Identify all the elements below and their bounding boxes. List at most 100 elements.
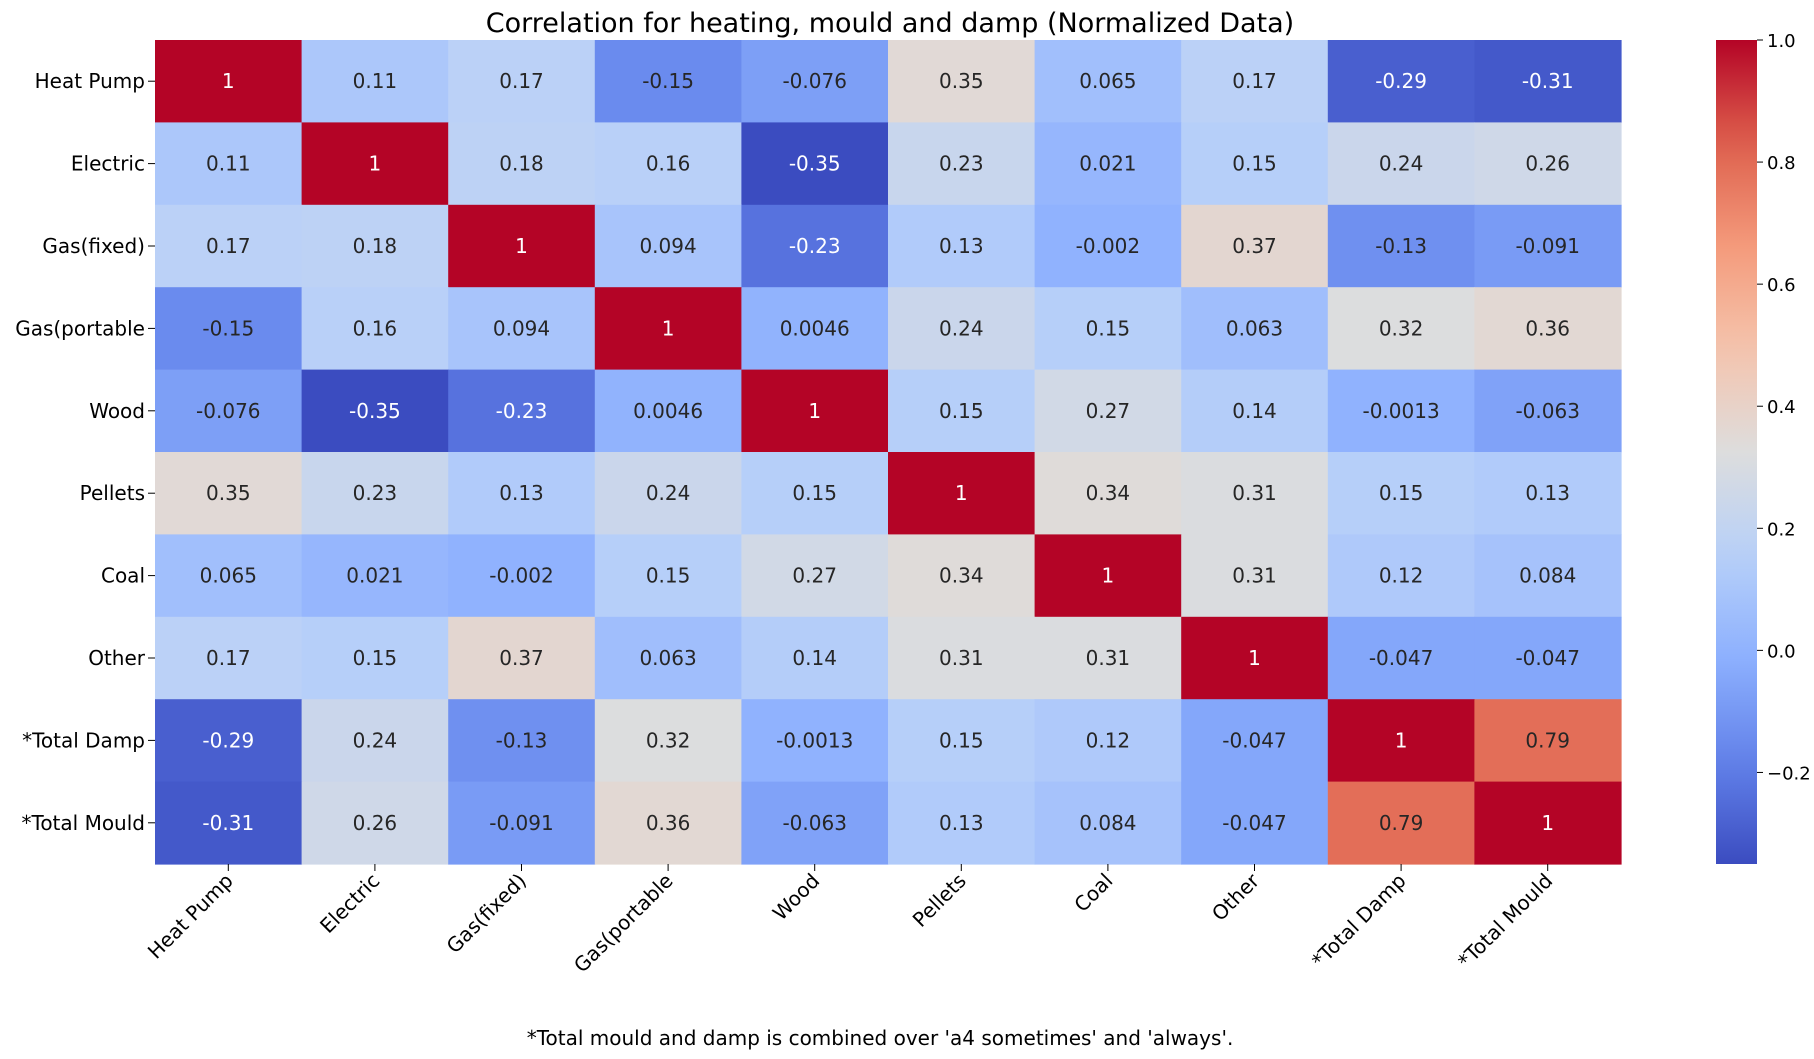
heatmap-cell (301, 40, 449, 123)
colorbar-tick-label: 0.8 (1767, 153, 1796, 174)
cell-value-label: 1 (369, 152, 382, 176)
heatmap-cell (888, 781, 1036, 865)
heatmap-cell (448, 699, 596, 783)
heatmap-cell (1474, 369, 1622, 453)
cell-value-label: 0.15 (792, 481, 837, 505)
heatmap-cell (888, 122, 1036, 206)
heatmap-cell (155, 122, 303, 206)
heatmap-cell (741, 287, 889, 371)
cell-value-label: 0.17 (206, 234, 251, 258)
row-tick-label: Wood (89, 399, 145, 423)
heatmap-cells (155, 40, 1622, 865)
heatmap-cell (1474, 122, 1622, 206)
cell-value-label: 0.084 (1519, 564, 1576, 588)
cell-value-label: 0.15 (1379, 481, 1424, 505)
cell-value-label: 1 (808, 399, 821, 423)
cell-value-label: -0.29 (202, 728, 254, 752)
cell-value-label: -0.063 (782, 811, 846, 835)
cell-value-label: 0.12 (1086, 728, 1131, 752)
heatmap-cell (594, 781, 742, 865)
heatmap-cell (1327, 781, 1475, 865)
heatmap-cell (448, 369, 596, 453)
cell-value-label: 0.23 (353, 481, 398, 505)
cell-value-label: -0.047 (1369, 646, 1433, 670)
cell-value-label: 0.15 (939, 399, 984, 423)
heatmap-cell (594, 534, 742, 618)
cell-value-label: 0.065 (200, 564, 257, 588)
cell-value-label: 0.32 (1379, 316, 1424, 340)
cell-value-label: 0.34 (939, 564, 984, 588)
cell-value-label: 0.16 (646, 152, 691, 176)
column-tick-label: Coal (1069, 869, 1117, 917)
cell-value-label: -0.002 (489, 564, 553, 588)
chart-title: Correlation for heating, mould and damp … (486, 8, 1294, 39)
cell-value-label: 0.17 (206, 646, 251, 670)
heatmap-cell (1181, 616, 1329, 700)
cell-value-label: -0.002 (1076, 234, 1140, 258)
cell-value-label: 0.31 (1232, 564, 1277, 588)
heatmap-cell (1327, 122, 1475, 206)
cell-value-label: 0.35 (206, 481, 251, 505)
heatmap-cell (1327, 452, 1475, 535)
heatmap-cell (448, 781, 596, 865)
row-tick-label: Electric (71, 152, 145, 176)
cell-value-label: 0.18 (353, 234, 398, 258)
cell-value-label: -0.29 (1375, 69, 1427, 93)
colorbar-tick-label: −0.2 (1767, 763, 1811, 784)
colorbar-gradient (1716, 40, 1757, 864)
heatmap-cell (1181, 452, 1329, 535)
heatmap-cell (301, 699, 449, 783)
heatmap-cell (1474, 616, 1622, 700)
cell-value-label: -0.076 (782, 69, 846, 93)
cell-value-label: 0.24 (939, 316, 984, 340)
cell-value-label: 0.13 (499, 481, 544, 505)
heatmap-cell (448, 534, 596, 618)
heatmap-cell (741, 122, 889, 206)
cell-value-label: 0.15 (646, 564, 691, 588)
heatmap-cell (888, 204, 1036, 288)
cell-value-label: 0.13 (1525, 481, 1570, 505)
heatmap-cell (448, 122, 596, 206)
cell-value-label: 0.094 (493, 316, 550, 340)
row-tick-label: Other (88, 646, 146, 670)
heatmap-cell (1034, 781, 1182, 865)
heatmap-cell (155, 699, 303, 783)
cell-value-label: 0.021 (1079, 152, 1136, 176)
row-tick-label: *Total Damp (22, 728, 145, 752)
cell-value-label: 0.084 (1079, 811, 1136, 835)
cell-value-label: -0.31 (202, 811, 254, 835)
heatmap-cell (594, 452, 742, 535)
cell-value-label: 1 (1248, 646, 1261, 670)
heatmap-cell (301, 122, 449, 206)
heatmap-cell (741, 534, 889, 618)
cell-value-label: 1 (1102, 564, 1115, 588)
cell-value-label: 0.34 (1086, 481, 1131, 505)
cell-value-label: 1 (955, 481, 968, 505)
heatmap-cell (888, 699, 1036, 783)
cell-value-label: 0.11 (206, 152, 251, 176)
cell-value-label: 0.31 (939, 646, 984, 670)
heatmap-cell (1327, 287, 1475, 371)
heatmap-cell (888, 40, 1036, 123)
heatmap-cell (1474, 287, 1622, 371)
heatmap-cell (1034, 452, 1182, 535)
cell-value-label: 0.14 (792, 646, 837, 670)
heatmap-cell (155, 204, 303, 288)
heatmap-cell (1474, 40, 1622, 123)
row-tick-label: *Total Mould (22, 811, 146, 835)
heatmap-cell (301, 204, 449, 288)
cell-value-label: 0.15 (353, 646, 398, 670)
heatmap-cell (1474, 781, 1622, 865)
heatmap-cell (1327, 616, 1475, 700)
cell-value-label: 1 (515, 234, 528, 258)
cell-value-label: 0.24 (646, 481, 691, 505)
cell-value-label: -0.047 (1515, 646, 1579, 670)
cell-value-label: 0.26 (353, 811, 398, 835)
heatmap-cell (301, 369, 449, 453)
cell-value-label: -0.35 (789, 152, 841, 176)
column-tick-label: Wood (768, 869, 824, 925)
row-tick-label: Coal (101, 564, 145, 588)
heatmap-cell (1327, 204, 1475, 288)
heatmap-cell (1327, 699, 1475, 783)
cell-value-label: 0.065 (1079, 69, 1136, 93)
